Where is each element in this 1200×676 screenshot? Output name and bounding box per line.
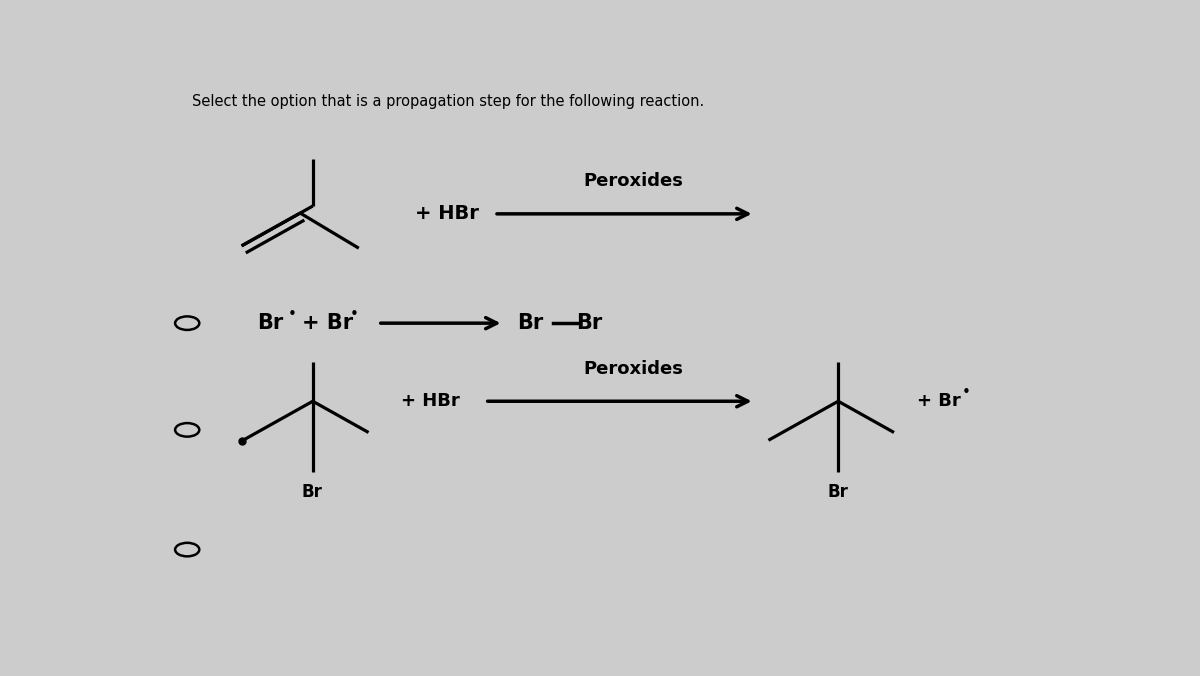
Text: + HBr: + HBr bbox=[415, 204, 479, 223]
Text: Br: Br bbox=[301, 483, 323, 501]
Text: Select the option that is a propagation step for the following reaction.: Select the option that is a propagation … bbox=[192, 94, 704, 109]
Text: Br: Br bbox=[517, 313, 544, 333]
Text: Peroxides: Peroxides bbox=[583, 172, 684, 191]
Text: + Br: + Br bbox=[917, 392, 961, 410]
Text: Peroxides: Peroxides bbox=[583, 360, 684, 378]
Text: Br: Br bbox=[576, 313, 602, 333]
Text: •: • bbox=[350, 307, 359, 322]
Text: •: • bbox=[962, 385, 971, 400]
Text: •: • bbox=[288, 307, 296, 322]
Text: + Br: + Br bbox=[301, 313, 353, 333]
Text: Br: Br bbox=[827, 483, 848, 501]
Text: Br: Br bbox=[257, 313, 283, 333]
Text: + HBr: + HBr bbox=[401, 392, 460, 410]
